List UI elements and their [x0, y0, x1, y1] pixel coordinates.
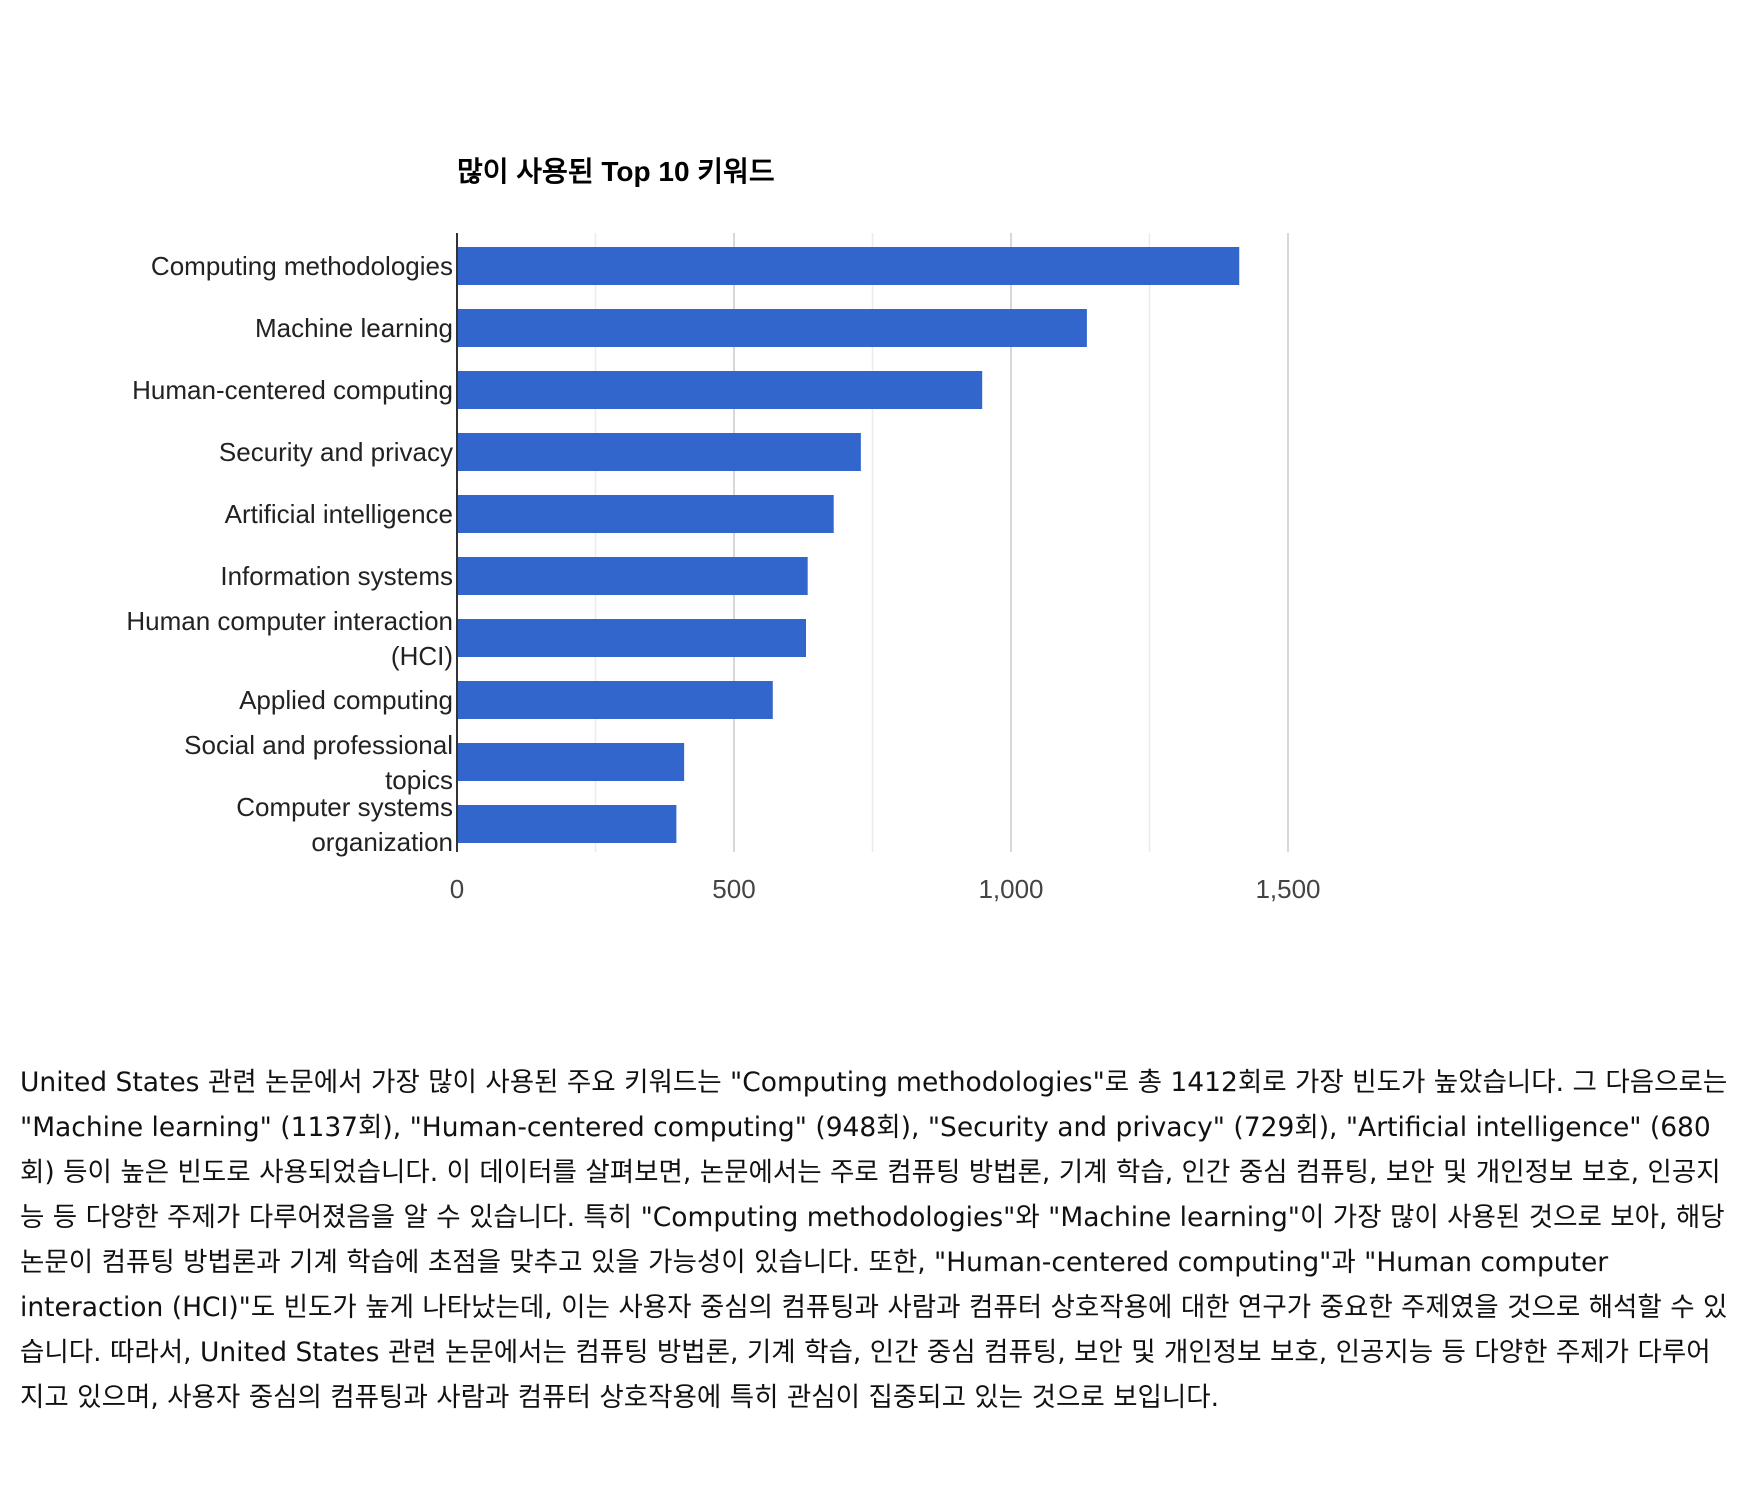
category-label: Machine learning — [255, 313, 453, 343]
bar — [457, 495, 834, 533]
bar — [457, 371, 983, 409]
bar — [457, 619, 807, 657]
bars — [457, 247, 1240, 843]
category-label: Computing methodologies — [151, 251, 453, 281]
category-labels: Computing methodologies Machine learning H… — [126, 251, 453, 857]
x-tick-label: 500 — [712, 874, 755, 904]
category-label: Applied computing — [239, 685, 453, 715]
chart-title: 많이 사용된 Top 10 키워드 — [457, 156, 775, 187]
bar — [457, 805, 677, 843]
category-label: Information systems — [220, 561, 453, 591]
x-axis-ticks: 0 500 1,000 1,500 — [450, 874, 1321, 904]
x-tick-label: 1,500 — [1255, 874, 1320, 904]
bar — [457, 743, 685, 781]
category-label: Security and privacy — [219, 437, 453, 467]
summary-text: United States 관련 논문에서 가장 많이 사용된 주요 키워드는 … — [20, 1067, 1728, 1413]
x-tick-label: 1,000 — [978, 874, 1043, 904]
bar — [457, 557, 808, 595]
bar — [457, 681, 773, 719]
category-label: Social and professional topics — [184, 730, 453, 795]
bar — [457, 247, 1240, 285]
keyword-bar-chart: 많이 사용된 Top 10 키워드 Computing methodologie… — [126, 156, 1321, 904]
category-label: Human computer interaction (HCI) — [126, 606, 453, 671]
bar — [457, 309, 1087, 347]
category-label: Computer systems organization — [236, 792, 453, 857]
category-label: Human-centered computing — [132, 375, 453, 405]
x-tick-label: 0 — [450, 874, 464, 904]
category-label: Artificial intelligence — [225, 499, 453, 529]
bar — [457, 433, 861, 471]
